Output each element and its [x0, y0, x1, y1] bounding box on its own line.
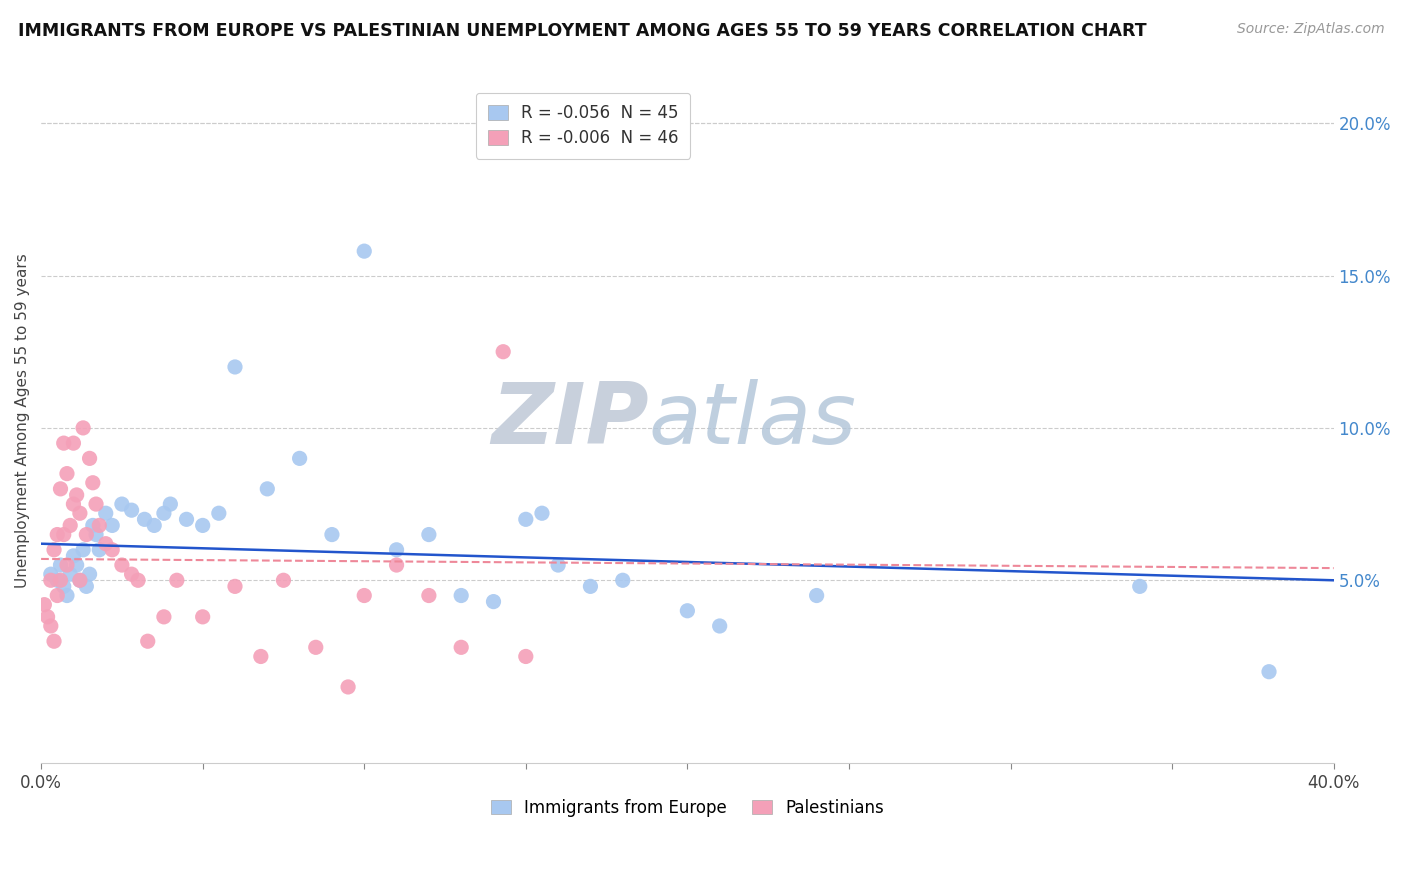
Point: [82, 518, 104, 533]
Point: [46, 589, 69, 603]
Point: [59, 567, 82, 582]
Point: [579, 579, 602, 593]
Point: [39, 567, 62, 582]
Point: [1129, 579, 1152, 593]
Point: [224, 359, 246, 374]
Point: [52, 436, 75, 450]
Point: [121, 567, 143, 582]
Point: [39, 619, 62, 633]
Point: [250, 649, 273, 664]
Text: IMMIGRANTS FROM EUROPE VS PALESTINIAN UNEMPLOYMENT AMONG AGES 55 TO 59 YEARS COR: IMMIGRANTS FROM EUROPE VS PALESTINIAN UN…: [18, 22, 1147, 40]
Point: [75, 527, 97, 541]
Point: [353, 244, 375, 259]
Text: Source: ZipAtlas.com: Source: ZipAtlas.com: [1237, 22, 1385, 37]
Point: [288, 451, 311, 466]
Point: [191, 518, 214, 533]
Point: [337, 680, 360, 694]
Point: [806, 589, 828, 603]
Point: [42, 542, 65, 557]
Point: [66, 558, 89, 572]
Point: [418, 527, 440, 541]
Point: [56, 558, 79, 572]
Point: [134, 512, 156, 526]
Point: [208, 506, 231, 520]
Point: [418, 589, 440, 603]
Point: [56, 467, 79, 481]
Point: [450, 640, 472, 655]
Point: [547, 558, 569, 572]
Point: [492, 344, 515, 359]
Point: [111, 497, 134, 511]
Point: [79, 451, 101, 466]
Point: [84, 497, 107, 511]
Point: [515, 649, 537, 664]
Point: [166, 574, 188, 588]
Point: [321, 527, 343, 541]
Point: [52, 527, 75, 541]
Point: [111, 558, 134, 572]
Text: atlas: atlas: [648, 379, 856, 462]
Point: [62, 549, 84, 563]
Point: [191, 610, 214, 624]
Point: [305, 640, 328, 655]
Point: [159, 497, 181, 511]
Point: [49, 558, 72, 572]
Point: [34, 598, 56, 612]
Point: [79, 567, 101, 582]
Point: [176, 512, 198, 526]
Point: [72, 542, 94, 557]
Point: [49, 482, 72, 496]
Point: [482, 594, 505, 608]
Point: [49, 574, 72, 588]
Point: [89, 518, 111, 533]
Point: [94, 537, 117, 551]
Text: ZIP: ZIP: [491, 379, 648, 462]
Point: [101, 518, 124, 533]
Point: [676, 604, 699, 618]
Point: [101, 542, 124, 557]
Point: [612, 574, 634, 588]
Point: [89, 542, 111, 557]
Point: [62, 436, 84, 450]
Point: [136, 634, 159, 648]
Point: [69, 506, 91, 520]
Point: [46, 574, 69, 588]
Point: [127, 574, 149, 588]
Point: [69, 574, 91, 588]
Point: [1258, 665, 1281, 679]
Point: [82, 475, 104, 490]
Point: [94, 506, 117, 520]
Point: [385, 558, 408, 572]
Legend: Immigrants from Europe, Palestinians: Immigrants from Europe, Palestinians: [484, 792, 890, 823]
Point: [42, 634, 65, 648]
Point: [52, 579, 75, 593]
Point: [153, 506, 176, 520]
Point: [273, 574, 295, 588]
Point: [515, 512, 537, 526]
Point: [530, 506, 553, 520]
Point: [46, 527, 69, 541]
Point: [450, 589, 472, 603]
Point: [66, 488, 89, 502]
Point: [385, 542, 408, 557]
Point: [709, 619, 731, 633]
Point: [353, 589, 375, 603]
Point: [75, 579, 97, 593]
Point: [84, 527, 107, 541]
Point: [69, 574, 91, 588]
Point: [256, 482, 278, 496]
Point: [121, 503, 143, 517]
Point: [37, 610, 59, 624]
Point: [56, 589, 79, 603]
Point: [143, 518, 166, 533]
Point: [59, 518, 82, 533]
Point: [224, 579, 246, 593]
Point: [39, 574, 62, 588]
Point: [153, 610, 176, 624]
Y-axis label: Unemployment Among Ages 55 to 59 years: Unemployment Among Ages 55 to 59 years: [15, 253, 30, 588]
Point: [72, 421, 94, 435]
Point: [62, 497, 84, 511]
